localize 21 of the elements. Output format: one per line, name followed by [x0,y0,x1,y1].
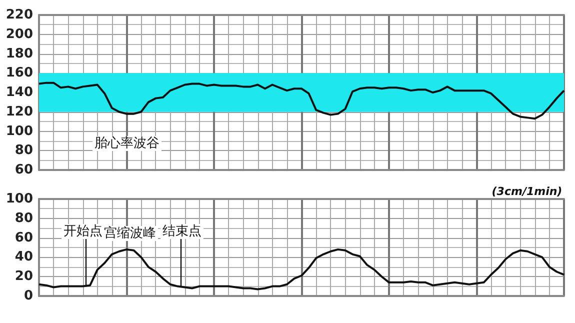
y-tick-label: 140 [6,85,33,100]
y-tick-label: 20 [14,269,33,284]
annotation: 开始点 [64,224,102,239]
y-tick-label: 220 [6,8,33,22]
y-tick-label: 0 [24,288,33,304]
y-tick-label: 100 [6,124,33,139]
annotation: 结束点 [162,224,202,239]
y-tick-label: 120 [6,104,33,120]
annotation: 宫缩波峰 [104,225,156,241]
y-tick-label: 80 [14,143,33,158]
y-tick-label: 200 [6,26,33,42]
y-tick-label: 60 [14,162,33,178]
y-tick-label: 180 [6,46,33,62]
text: (3cm/1min) [492,185,562,198]
y-tick-label: 160 [6,66,33,81]
y-tick-label: 80 [14,210,33,226]
y-tick-label: 40 [14,250,33,265]
y-tick-label: 100 [6,192,33,206]
y-tick-label: 60 [14,230,33,246]
annotation: 胎心率波谷 [94,135,160,151]
line-series [38,82,565,120]
